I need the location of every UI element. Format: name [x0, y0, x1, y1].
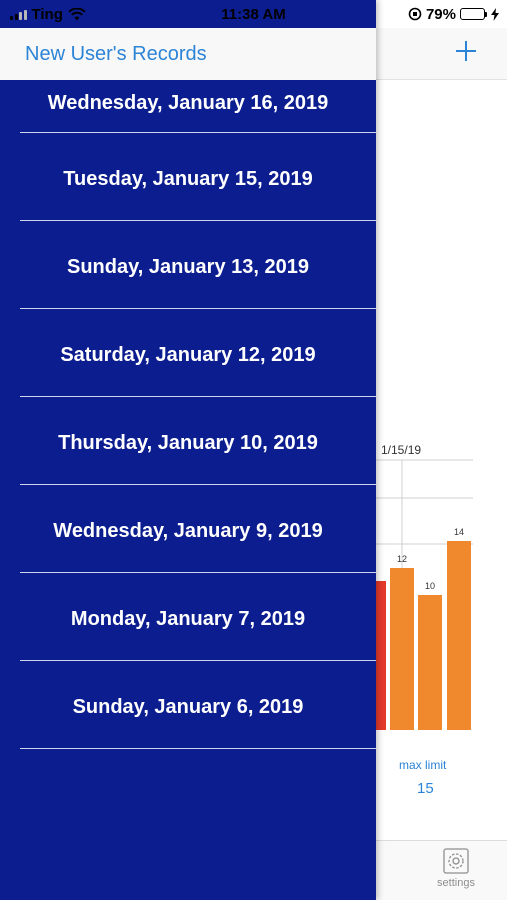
battery-icon [460, 8, 487, 20]
charging-bolt-icon [491, 7, 499, 21]
cellular-signal-icon [10, 9, 27, 20]
status-bar: Ting 11:38 AM 79% [0, 0, 507, 28]
record-list: Wednesday, January 16, 2019 Tuesday, Jan… [0, 80, 376, 749]
record-item[interactable]: Wednesday, January 16, 2019 [0, 80, 376, 133]
record-date: Wednesday, January 9, 2019 [53, 519, 323, 542]
record-item[interactable]: Sunday, January 6, 2019 [0, 661, 376, 749]
record-item[interactable]: Monday, January 7, 2019 [0, 573, 376, 661]
carrier-name: Ting [31, 5, 63, 23]
plus-icon [456, 41, 476, 61]
status-right: 79% [408, 6, 499, 23]
record-date: Wednesday, January 16, 2019 [47, 92, 329, 114]
record-item[interactable]: Wednesday, January 9, 2019 [0, 485, 376, 573]
record-item[interactable]: Thursday, January 10, 2019 [0, 397, 376, 485]
status-left: Ting [10, 6, 86, 23]
chart-bar [447, 541, 471, 730]
drawer-title[interactable]: New User's Records [25, 42, 207, 65]
score-chart: 12 10 14 1/15/19 [0, 440, 507, 750]
max-limit-value[interactable]: 15 [417, 780, 434, 797]
record-item[interactable]: Saturday, January 12, 2019 [0, 309, 376, 397]
chart-date-label: 1/15/19 [381, 443, 421, 457]
orientation-lock-icon [408, 7, 422, 21]
record-date: Thursday, January 10, 2019 [58, 431, 318, 454]
record-date: Saturday, January 12, 2019 [60, 343, 316, 366]
record-date: Tuesday, January 15, 2019 [63, 167, 313, 190]
chart-bar [418, 595, 442, 730]
chart-bar-value-label: 14 [454, 527, 464, 537]
record-date: Sunday, January 13, 2019 [67, 255, 309, 278]
tab-settings[interactable]: settings [428, 848, 484, 898]
drawer-header: New User's Records [0, 28, 376, 80]
chart-canvas: 12 10 14 1/15/19 [366, 443, 473, 730]
record-item[interactable]: Sunday, January 13, 2019 [0, 221, 376, 309]
wifi-icon [68, 7, 86, 20]
chart-bar-value-label: 10 [425, 581, 435, 591]
gear-icon [443, 848, 469, 874]
record-item[interactable]: Tuesday, January 15, 2019 [0, 133, 376, 221]
chart-bar-value-label: 12 [397, 554, 407, 564]
add-record-button[interactable] [451, 36, 481, 66]
chart-bar [390, 568, 414, 730]
tab-settings-label: settings [437, 877, 475, 889]
records-drawer: New User's Records Wednesday, January 16… [0, 0, 376, 900]
record-date: Monday, January 7, 2019 [70, 607, 306, 630]
max-limit-label: max limit [399, 758, 447, 772]
battery-percent: 79% [425, 5, 456, 23]
record-date: Sunday, January 6, 2019 [72, 695, 304, 718]
